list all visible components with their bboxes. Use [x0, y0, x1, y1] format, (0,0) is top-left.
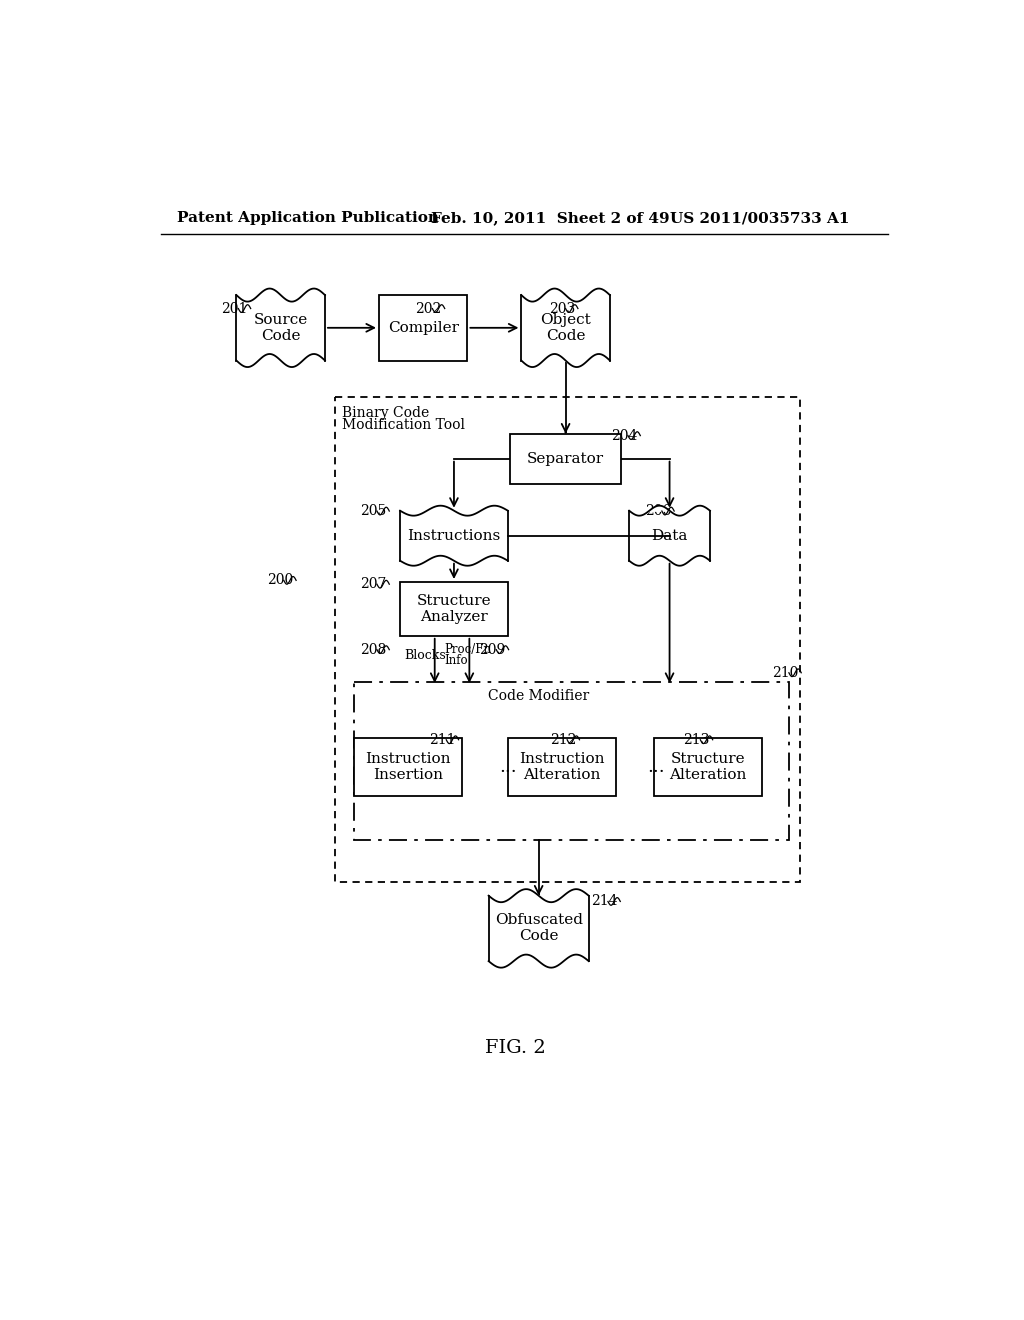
Text: 211: 211 — [429, 733, 456, 747]
Text: 203: 203 — [549, 301, 574, 315]
Text: Structure
Analyzer: Structure Analyzer — [417, 594, 492, 624]
Text: 214: 214 — [591, 895, 617, 908]
Text: FIG. 2: FIG. 2 — [485, 1039, 546, 1057]
Text: 205: 205 — [360, 504, 386, 517]
Text: Instructions: Instructions — [408, 529, 501, 543]
Text: Proc/Fn: Proc/Fn — [444, 643, 492, 656]
Text: US 2011/0035733 A1: US 2011/0035733 A1 — [670, 211, 849, 226]
Text: 207: 207 — [360, 577, 386, 591]
Bar — [508, 738, 615, 796]
Bar — [400, 582, 508, 636]
Text: ...: ... — [647, 758, 665, 776]
Text: Instruction
Alteration: Instruction Alteration — [519, 751, 604, 781]
Text: Structure
Alteration: Structure Alteration — [670, 751, 746, 781]
Text: Blocks: Blocks — [403, 648, 445, 661]
Text: Separator: Separator — [527, 451, 604, 466]
Text: Code Modifier: Code Modifier — [488, 689, 589, 702]
Bar — [335, 397, 801, 882]
Text: Source
Code: Source Code — [254, 313, 308, 343]
Bar — [354, 682, 788, 840]
Text: 208: 208 — [360, 643, 386, 656]
Text: 209: 209 — [479, 643, 506, 656]
Text: 206: 206 — [645, 504, 671, 517]
Text: 204: 204 — [611, 429, 637, 442]
Text: 213: 213 — [683, 733, 710, 747]
Text: Modification Tool: Modification Tool — [342, 418, 465, 432]
Text: 201: 201 — [221, 301, 248, 315]
Text: Feb. 10, 2011  Sheet 2 of 49: Feb. 10, 2011 Sheet 2 of 49 — [431, 211, 670, 226]
Text: Info: Info — [444, 653, 468, 667]
Text: Object
Code: Object Code — [541, 313, 591, 343]
Text: 200: 200 — [267, 573, 293, 587]
Bar — [654, 738, 762, 796]
Text: Binary Code: Binary Code — [342, 405, 429, 420]
Bar — [510, 434, 622, 483]
Bar — [379, 296, 467, 360]
Text: Obfuscated
Code: Obfuscated Code — [495, 913, 583, 944]
Text: 212: 212 — [550, 733, 577, 747]
Text: Instruction
Insertion: Instruction Insertion — [365, 751, 451, 781]
Text: 202: 202 — [416, 301, 441, 315]
Text: Data: Data — [651, 529, 688, 543]
Text: Patent Application Publication: Patent Application Publication — [177, 211, 438, 226]
Text: 210: 210 — [772, 665, 799, 680]
Text: ...: ... — [499, 758, 517, 776]
Text: Compiler: Compiler — [388, 321, 459, 335]
Bar — [354, 738, 462, 796]
